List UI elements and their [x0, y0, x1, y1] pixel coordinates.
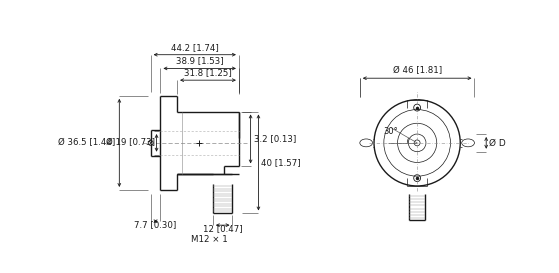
- Text: 12 [0.47]: 12 [0.47]: [203, 224, 243, 233]
- Text: Ø 46 [1.81]: Ø 46 [1.81]: [392, 66, 442, 75]
- Text: 30°: 30°: [383, 127, 398, 136]
- Text: 7.7 [0.30]: 7.7 [0.30]: [135, 220, 177, 229]
- Text: 31.8 [1.25]: 31.8 [1.25]: [184, 68, 232, 77]
- Text: Ø D: Ø D: [489, 138, 506, 147]
- Text: Ø 36.5 [1.44]: Ø 36.5 [1.44]: [58, 138, 115, 147]
- Text: 44.2 [1.74]: 44.2 [1.74]: [171, 43, 219, 52]
- Text: 38.9 [1.53]: 38.9 [1.53]: [176, 57, 224, 66]
- Text: M12 × 1: M12 × 1: [191, 235, 228, 244]
- Text: Ø 19 [0.73]: Ø 19 [0.73]: [106, 138, 155, 147]
- Text: 40 [1.57]: 40 [1.57]: [262, 158, 301, 167]
- Text: 3.2 [0.13]: 3.2 [0.13]: [254, 134, 296, 143]
